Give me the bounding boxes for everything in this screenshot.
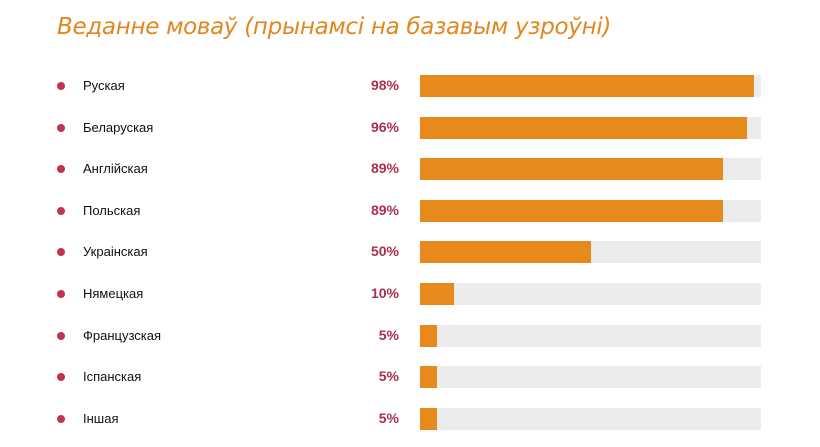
- bar-row: Руская 98%: [0, 74, 820, 98]
- bullet-icon: [57, 123, 65, 132]
- bullet-icon: [57, 206, 65, 215]
- bar-row: Французская 5%: [0, 324, 820, 348]
- value-label: 98%: [370, 77, 399, 93]
- category-label: Нямецкая: [83, 286, 144, 301]
- bar-row: Беларуская 96%: [0, 116, 820, 140]
- bar: [420, 324, 438, 347]
- bullet-icon: [57, 248, 65, 257]
- value-label: 5%: [378, 409, 399, 426]
- bar-track: [420, 324, 761, 347]
- bar: [420, 241, 591, 264]
- bar-row: Іншая 5%: [0, 407, 820, 431]
- bar-track: [420, 75, 761, 97]
- bullet-icon: [57, 331, 65, 340]
- value-label: 50%: [370, 243, 399, 260]
- bar-row: Польская 89%: [0, 199, 820, 223]
- category-label: Французская: [83, 327, 162, 343]
- bar-track: [420, 241, 761, 264]
- bar: [420, 199, 724, 222]
- bar-row: Англійская 89%: [0, 157, 820, 181]
- bar-row: Украінская 50%: [0, 240, 820, 264]
- bar-row: Іспанская 5%: [0, 365, 820, 389]
- category-label: Беларуская: [83, 119, 154, 135]
- category-label: Іншая: [83, 410, 119, 426]
- chart-title: Веданне моваў (прынамсі на базавым узроў…: [57, 14, 612, 40]
- bar: [420, 116, 748, 139]
- value-label: 96%: [370, 118, 399, 135]
- bar: [420, 283, 455, 305]
- bullet-icon: [57, 373, 65, 382]
- bar-track: [420, 116, 761, 139]
- bar: [420, 75, 755, 97]
- bar-track: [420, 366, 761, 389]
- bar-track: [420, 283, 761, 305]
- value-label: 10%: [370, 285, 399, 301]
- bar-row: Нямецкая 10%: [0, 282, 820, 306]
- bar-track: [420, 199, 761, 222]
- bar: [420, 407, 438, 430]
- category-label: Руская: [83, 78, 125, 93]
- category-label: Англійская: [83, 161, 148, 177]
- value-label: 89%: [370, 160, 399, 177]
- category-label: Польская: [83, 202, 141, 218]
- category-label: Іспанская: [83, 369, 142, 385]
- value-label: 5%: [378, 368, 399, 385]
- bar: [420, 158, 724, 181]
- bullet-icon: [57, 290, 65, 298]
- value-label: 5%: [378, 326, 399, 343]
- bar-track: [420, 407, 761, 430]
- value-label: 89%: [370, 201, 399, 218]
- bar-track: [420, 158, 761, 181]
- bullet-icon: [57, 414, 65, 423]
- category-label: Украінская: [83, 244, 148, 260]
- bar: [420, 366, 438, 389]
- bullet-icon: [57, 165, 65, 174]
- bullet-icon: [57, 82, 65, 90]
